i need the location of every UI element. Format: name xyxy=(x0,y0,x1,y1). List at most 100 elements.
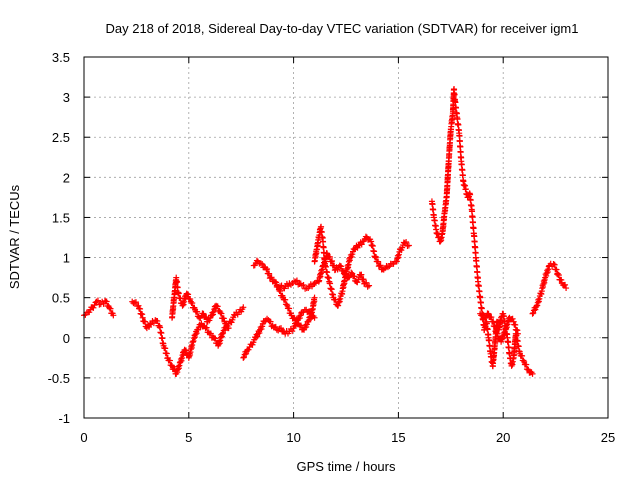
data-point-marker xyxy=(220,327,227,334)
data-point-marker xyxy=(377,262,384,269)
data-point-marker xyxy=(329,257,336,264)
data-point-marker xyxy=(288,312,295,319)
data-point-marker xyxy=(485,310,492,317)
axis-tick-labels: 0 5 10 15 20 25 -1 -0.5 0 0.5 1 1.5 2 2.5 3 3.5 xyxy=(48,50,616,445)
data-point-marker xyxy=(245,346,252,353)
data-point-marker xyxy=(480,311,487,318)
y-tick-label: -0.5 xyxy=(48,371,70,386)
data-point-marker xyxy=(147,321,154,328)
data-point-marker xyxy=(303,321,310,328)
data-point-marker xyxy=(256,330,263,337)
data-point-marker xyxy=(94,297,101,304)
data-point-marker xyxy=(261,318,268,325)
data-point-marker xyxy=(240,304,247,311)
data-point-marker xyxy=(264,266,271,273)
data-point-marker xyxy=(268,274,275,281)
data-point-marker xyxy=(401,240,408,247)
data-point-marker xyxy=(303,324,310,331)
data-point-marker xyxy=(259,323,266,330)
data-point-marker xyxy=(529,370,536,377)
data-point-marker xyxy=(293,316,300,323)
data-point-marker xyxy=(358,271,365,278)
data-point-marker xyxy=(194,308,201,315)
data-point-marker xyxy=(530,310,537,317)
data-point-marker xyxy=(349,251,356,258)
y-tick-label: 0.5 xyxy=(52,291,70,306)
data-point-marker xyxy=(273,279,280,286)
chart-title: Day 218 of 2018, Sidereal Day-to-day VTE… xyxy=(105,21,578,36)
data-point-marker xyxy=(509,315,516,322)
plot-frame xyxy=(83,56,609,419)
data-point-marker xyxy=(223,320,230,327)
data-point-marker xyxy=(166,357,173,364)
data-point-marker xyxy=(106,304,113,311)
data-point-marker xyxy=(257,326,264,333)
y-tick-label: 3.5 xyxy=(52,50,70,65)
data-point-marker xyxy=(258,326,265,333)
data-point-marker xyxy=(364,283,371,290)
data-point-marker xyxy=(291,323,298,330)
data-point-marker xyxy=(266,270,273,277)
data-point-marker xyxy=(563,285,570,292)
data-point-marker xyxy=(519,352,526,359)
data-point-marker xyxy=(375,258,382,265)
data-point-marker xyxy=(93,298,100,305)
data-point-marker xyxy=(267,318,274,325)
x-tick-label: 10 xyxy=(286,430,300,445)
data-point-marker xyxy=(524,366,531,373)
data-point-marker xyxy=(273,326,280,333)
data-point-marker xyxy=(271,278,278,285)
x-tick-label: 0 xyxy=(80,430,87,445)
data-point-marker xyxy=(488,314,495,321)
data-point-marker xyxy=(301,324,308,331)
data-point-marker xyxy=(203,324,210,331)
data-points xyxy=(81,86,570,377)
y-tick-label: 3 xyxy=(63,90,70,105)
y-tick-label: 1 xyxy=(63,251,70,266)
data-point-marker xyxy=(293,277,300,284)
data-point-marker xyxy=(384,264,391,271)
data-point-marker xyxy=(183,290,190,297)
data-point-marker xyxy=(363,279,370,286)
data-point-marker xyxy=(348,269,355,276)
data-point-marker xyxy=(340,267,347,274)
y-tick-label: 0 xyxy=(63,331,70,346)
data-point-marker xyxy=(358,241,365,248)
data-point-marker xyxy=(336,262,343,269)
data-point-marker xyxy=(326,253,333,260)
data-point-marker xyxy=(132,299,139,306)
data-point-marker xyxy=(523,361,530,368)
data-point-marker xyxy=(207,330,214,337)
data-point-marker xyxy=(168,362,175,369)
data-point-marker xyxy=(311,294,318,301)
data-point-marker xyxy=(219,330,226,337)
y-tick-label: 2 xyxy=(63,170,70,185)
data-point-marker xyxy=(103,298,110,305)
data-point-marker xyxy=(278,325,285,332)
data-point-marker xyxy=(259,260,266,267)
data-point-marker xyxy=(373,253,380,260)
data-point-marker xyxy=(338,263,345,270)
data-point-marker xyxy=(254,333,261,340)
data-point-marker xyxy=(90,304,97,311)
data-point-marker xyxy=(214,303,221,310)
data-point-marker xyxy=(212,335,219,342)
data-point-marker xyxy=(181,346,188,353)
y-tick-label: -1 xyxy=(58,411,70,426)
data-point-marker xyxy=(529,310,536,317)
x-tick-label: 5 xyxy=(185,430,192,445)
x-tick-label: 25 xyxy=(601,430,615,445)
data-point-marker xyxy=(520,357,527,364)
data-point-marker xyxy=(366,282,373,289)
data-point-marker xyxy=(220,330,227,337)
data-point-marker xyxy=(311,314,318,321)
data-point-marker xyxy=(405,242,412,249)
data-point-marker xyxy=(187,296,194,303)
data-point-marker xyxy=(189,300,196,307)
data-point-marker xyxy=(283,301,290,308)
data-point-marker xyxy=(282,296,289,303)
data-point-marker xyxy=(110,312,117,319)
data-point-marker xyxy=(285,283,292,290)
data-point-marker xyxy=(347,254,354,261)
